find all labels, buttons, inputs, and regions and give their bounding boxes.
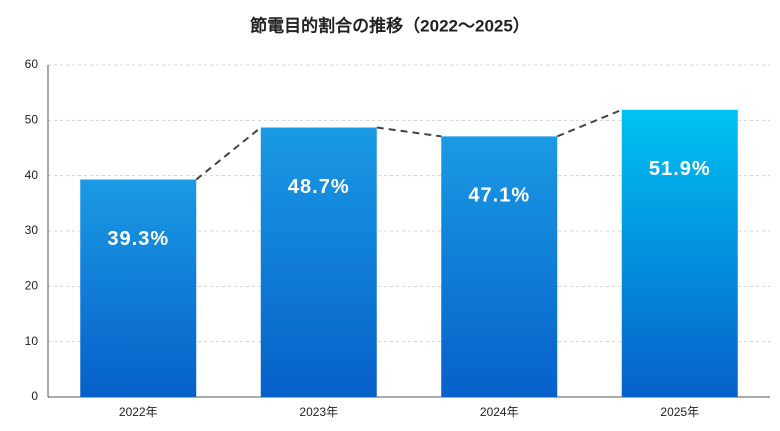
- y-tick-label: 30: [25, 223, 39, 237]
- value-label: 47.1%: [468, 185, 530, 207]
- bar: [441, 136, 558, 397]
- bar: [80, 179, 197, 397]
- x-tick-label: 2024年: [480, 405, 519, 419]
- y-tick-label: 10: [25, 334, 39, 348]
- x-tick-label: 2022年: [119, 405, 158, 419]
- bar: [621, 109, 738, 397]
- y-tick-label: 60: [25, 57, 39, 71]
- value-label: 48.7%: [288, 176, 350, 198]
- y-tick-label: 0: [31, 389, 38, 403]
- y-tick-label: 40: [25, 168, 39, 182]
- bar: [260, 127, 377, 397]
- chart-title: 節電目的割合の推移（2022〜2025）: [249, 15, 530, 35]
- x-tick-label: 2025年: [660, 405, 699, 419]
- y-tick-label: 20: [25, 279, 39, 293]
- trend-line: [376, 126, 442, 138]
- trend-line: [556, 108, 623, 138]
- trend-line: [195, 126, 262, 181]
- value-label: 39.3%: [107, 228, 169, 250]
- x-tick-label: 2023年: [299, 405, 338, 419]
- value-label: 51.9%: [649, 158, 711, 180]
- y-tick-label: 50: [25, 113, 39, 127]
